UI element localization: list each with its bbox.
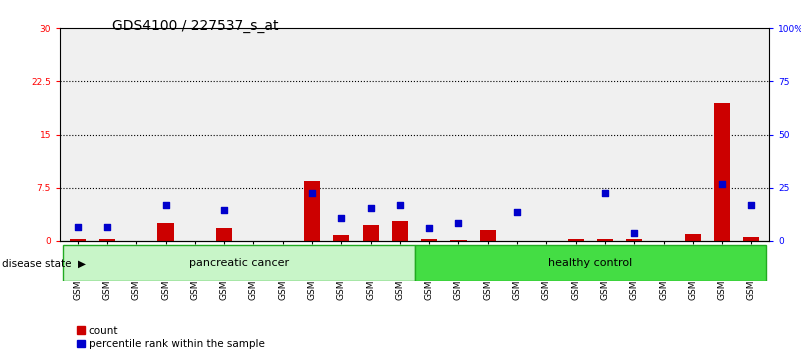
Bar xyxy=(743,237,759,241)
Bar xyxy=(333,235,349,241)
Point xyxy=(423,225,436,231)
Bar xyxy=(297,28,327,241)
Point xyxy=(101,224,114,230)
Bar xyxy=(151,28,180,241)
Bar xyxy=(363,225,379,241)
Point xyxy=(393,202,406,207)
Point xyxy=(452,220,465,225)
Bar xyxy=(737,28,766,241)
Text: healthy control: healthy control xyxy=(548,258,633,268)
Bar xyxy=(502,28,532,241)
Bar xyxy=(568,239,584,241)
Text: GDS4100 / 227537_s_at: GDS4100 / 227537_s_at xyxy=(112,19,279,34)
Bar xyxy=(63,245,415,281)
Bar xyxy=(480,230,496,241)
Bar xyxy=(268,28,297,241)
Bar xyxy=(707,28,737,241)
Bar xyxy=(304,181,320,241)
Bar xyxy=(158,223,174,241)
Bar xyxy=(421,239,437,241)
Point xyxy=(715,182,728,187)
Bar xyxy=(414,28,444,241)
Point xyxy=(598,190,611,196)
Bar xyxy=(532,28,561,241)
Bar xyxy=(63,28,92,241)
Bar xyxy=(210,28,239,241)
Bar xyxy=(626,239,642,241)
Bar xyxy=(649,28,678,241)
Bar xyxy=(70,239,86,241)
Bar xyxy=(239,28,268,241)
Text: pancreatic cancer: pancreatic cancer xyxy=(189,258,289,268)
Bar xyxy=(685,234,701,241)
Bar xyxy=(473,28,502,241)
Point xyxy=(335,216,348,221)
Bar xyxy=(561,28,590,241)
Bar xyxy=(99,239,115,241)
Bar xyxy=(619,28,649,241)
Bar xyxy=(385,28,414,241)
Bar xyxy=(450,240,466,241)
Point xyxy=(745,202,758,207)
Bar xyxy=(327,28,356,241)
Point xyxy=(306,190,319,196)
Bar xyxy=(122,28,151,241)
Point xyxy=(218,207,231,213)
Bar xyxy=(216,228,232,241)
Bar xyxy=(92,28,122,241)
Bar xyxy=(444,28,473,241)
Bar xyxy=(356,28,385,241)
Bar xyxy=(597,239,613,241)
Bar xyxy=(392,221,408,241)
Point xyxy=(628,230,641,236)
Bar xyxy=(414,245,766,281)
Point xyxy=(510,209,523,215)
Point xyxy=(159,202,172,207)
Bar xyxy=(590,28,619,241)
Bar xyxy=(714,103,731,241)
Bar xyxy=(180,28,210,241)
Point xyxy=(71,224,84,230)
Text: disease state  ▶: disease state ▶ xyxy=(2,259,86,269)
Point xyxy=(364,205,377,211)
Bar xyxy=(678,28,707,241)
Legend: count, percentile rank within the sample: count, percentile rank within the sample xyxy=(78,326,264,349)
